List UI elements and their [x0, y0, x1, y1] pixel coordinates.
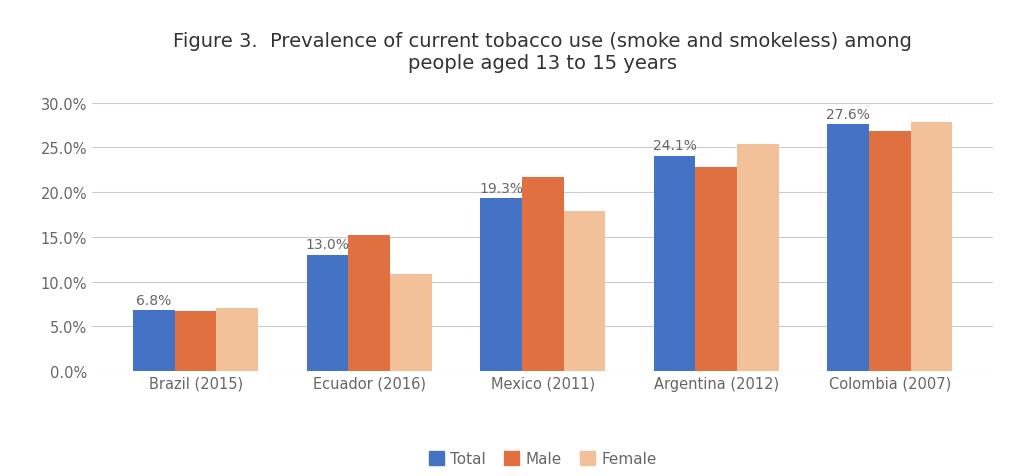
Bar [216, 308, 258, 371]
Bar [348, 236, 390, 371]
Bar [480, 199, 522, 371]
Bar [175, 311, 216, 371]
Bar [563, 211, 605, 371]
Bar [869, 132, 910, 371]
Text: 19.3%: 19.3% [479, 181, 523, 196]
Bar [695, 168, 737, 371]
Bar [390, 275, 432, 371]
Title: Figure 3.  Prevalence of current tobacco use (smoke and smokeless) among
people : Figure 3. Prevalence of current tobacco … [173, 32, 912, 73]
Bar [133, 311, 175, 371]
Bar [737, 145, 779, 371]
Text: 13.0%: 13.0% [305, 238, 349, 252]
Legend: Total, Male, Female: Total, Male, Female [423, 445, 663, 472]
Bar [522, 178, 563, 371]
Text: 24.1%: 24.1% [652, 139, 696, 153]
Bar [910, 123, 952, 371]
Text: 27.6%: 27.6% [826, 108, 870, 121]
Bar [827, 125, 869, 371]
Bar [653, 156, 695, 371]
Text: 6.8%: 6.8% [136, 293, 172, 307]
Bar [306, 255, 348, 371]
